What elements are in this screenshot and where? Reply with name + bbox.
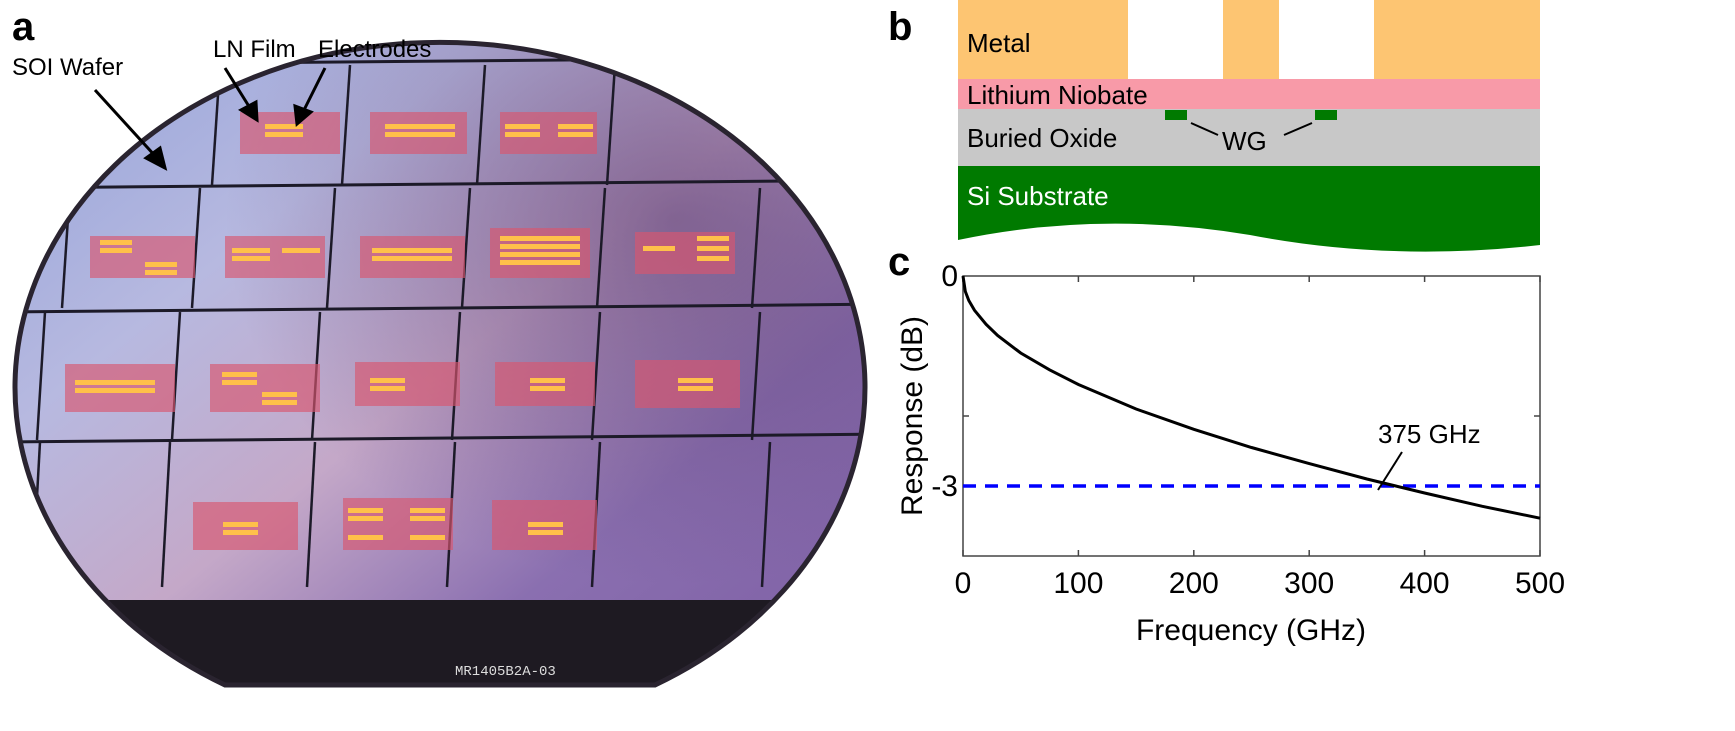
label-si-substrate: Si Substrate xyxy=(967,181,1109,211)
electrode xyxy=(145,270,177,275)
x-tick-label: 500 xyxy=(1515,567,1565,600)
electrode xyxy=(348,535,383,540)
electrode xyxy=(223,522,258,527)
electrode xyxy=(282,248,320,253)
electrode xyxy=(265,132,303,137)
panel-letter-b: b xyxy=(888,5,912,49)
annotation-375ghz: 375 GHz xyxy=(1378,419,1481,449)
lithium-niobate-layer xyxy=(958,79,1540,109)
electrode xyxy=(500,252,580,257)
electrode xyxy=(370,386,405,391)
metal-electrode xyxy=(1374,0,1540,79)
annotation-arrows xyxy=(93,67,327,171)
electrode xyxy=(697,256,729,261)
label-ln-film: LN Film xyxy=(213,36,296,63)
electrode xyxy=(500,244,580,249)
electrode xyxy=(410,508,445,513)
electrode xyxy=(558,124,593,129)
arrow-soi-wafer xyxy=(93,88,159,160)
electrode xyxy=(145,262,177,267)
wafer-photo: MR1405B2A-03 xyxy=(12,39,868,688)
electrode xyxy=(678,386,713,391)
metal-electrode xyxy=(1223,0,1279,79)
label-buried-oxide: Buried Oxide xyxy=(967,123,1117,153)
electrode xyxy=(100,240,132,245)
electrode xyxy=(75,388,155,393)
die-grid xyxy=(14,55,865,588)
electrode xyxy=(385,124,455,129)
x-tick-label: 100 xyxy=(1053,567,1103,600)
ln-film-chip xyxy=(343,498,453,550)
si-substrate-layer xyxy=(958,166,1540,252)
plot-frame xyxy=(962,275,1541,557)
ln-film-chip xyxy=(495,362,595,406)
panel-letter-a: a xyxy=(12,5,35,49)
x-axis-label: Frequency (GHz) xyxy=(1136,614,1366,647)
electrode xyxy=(348,508,383,513)
label-electrodes: Electrodes xyxy=(318,36,431,63)
electrode xyxy=(558,132,593,137)
label-metal: Metal xyxy=(967,28,1031,58)
electrode xyxy=(372,248,452,253)
arrow-head-icon xyxy=(143,145,168,171)
electrode xyxy=(265,124,303,129)
y-axis-label: Response (dB) xyxy=(896,316,929,516)
x-tick-label: 300 xyxy=(1284,567,1334,600)
electrode xyxy=(530,378,565,383)
electrode xyxy=(222,372,257,377)
electrode xyxy=(697,236,729,241)
label-soi-wafer: SOI Wafer xyxy=(12,54,123,81)
electrode xyxy=(530,386,565,391)
panel-letter-c: c xyxy=(888,240,910,284)
waveguide xyxy=(1165,110,1187,120)
electrode xyxy=(528,530,563,535)
annotation-leader xyxy=(1377,451,1403,491)
electrode xyxy=(678,378,713,383)
electrode xyxy=(410,535,445,540)
response-chart: 0 100 200 300 400 500 0 -3 375 GHz Frequency (G… xyxy=(896,260,1565,647)
x-tick-label: 200 xyxy=(1169,567,1219,600)
electrode xyxy=(370,378,405,383)
y-tick-label: -3 xyxy=(931,470,958,503)
response-curve xyxy=(961,275,1541,520)
electrode xyxy=(262,400,297,405)
label-lithium-niobate: Lithium Niobate xyxy=(967,80,1148,110)
waveguide xyxy=(1315,110,1337,120)
electrode xyxy=(505,132,540,137)
cross-section xyxy=(958,0,1540,252)
electrode xyxy=(222,380,257,385)
metal-electrode xyxy=(958,0,1128,79)
x-tick-label: 0 xyxy=(955,567,972,600)
y-tick-label: 0 xyxy=(941,260,958,293)
arrow-head-icon xyxy=(293,103,314,127)
electrode xyxy=(385,132,455,137)
arrow-ln-film xyxy=(223,67,252,109)
label-wg: WG xyxy=(1222,126,1267,156)
electrode xyxy=(410,516,445,521)
x-tick-label: 400 xyxy=(1400,567,1450,600)
electrode xyxy=(643,246,675,251)
ln-film-chip xyxy=(355,362,460,406)
electrode xyxy=(75,380,155,385)
electrode xyxy=(232,248,270,253)
electrode xyxy=(262,392,297,397)
electrode xyxy=(505,124,540,129)
electrode xyxy=(528,522,563,527)
arrow-electrodes xyxy=(301,67,327,113)
electrode xyxy=(500,236,580,241)
wafer-marking: MR1405B2A-03 xyxy=(455,664,556,680)
electrode xyxy=(223,530,258,535)
ln-film-chip xyxy=(635,360,740,408)
buried-oxide-layer xyxy=(958,109,1540,166)
electrode xyxy=(100,248,132,253)
arrow-head-icon xyxy=(238,99,259,123)
electrode xyxy=(372,256,452,261)
electrode xyxy=(500,260,580,265)
electrode xyxy=(697,246,729,251)
electrode xyxy=(348,516,383,521)
electrode xyxy=(232,256,270,261)
